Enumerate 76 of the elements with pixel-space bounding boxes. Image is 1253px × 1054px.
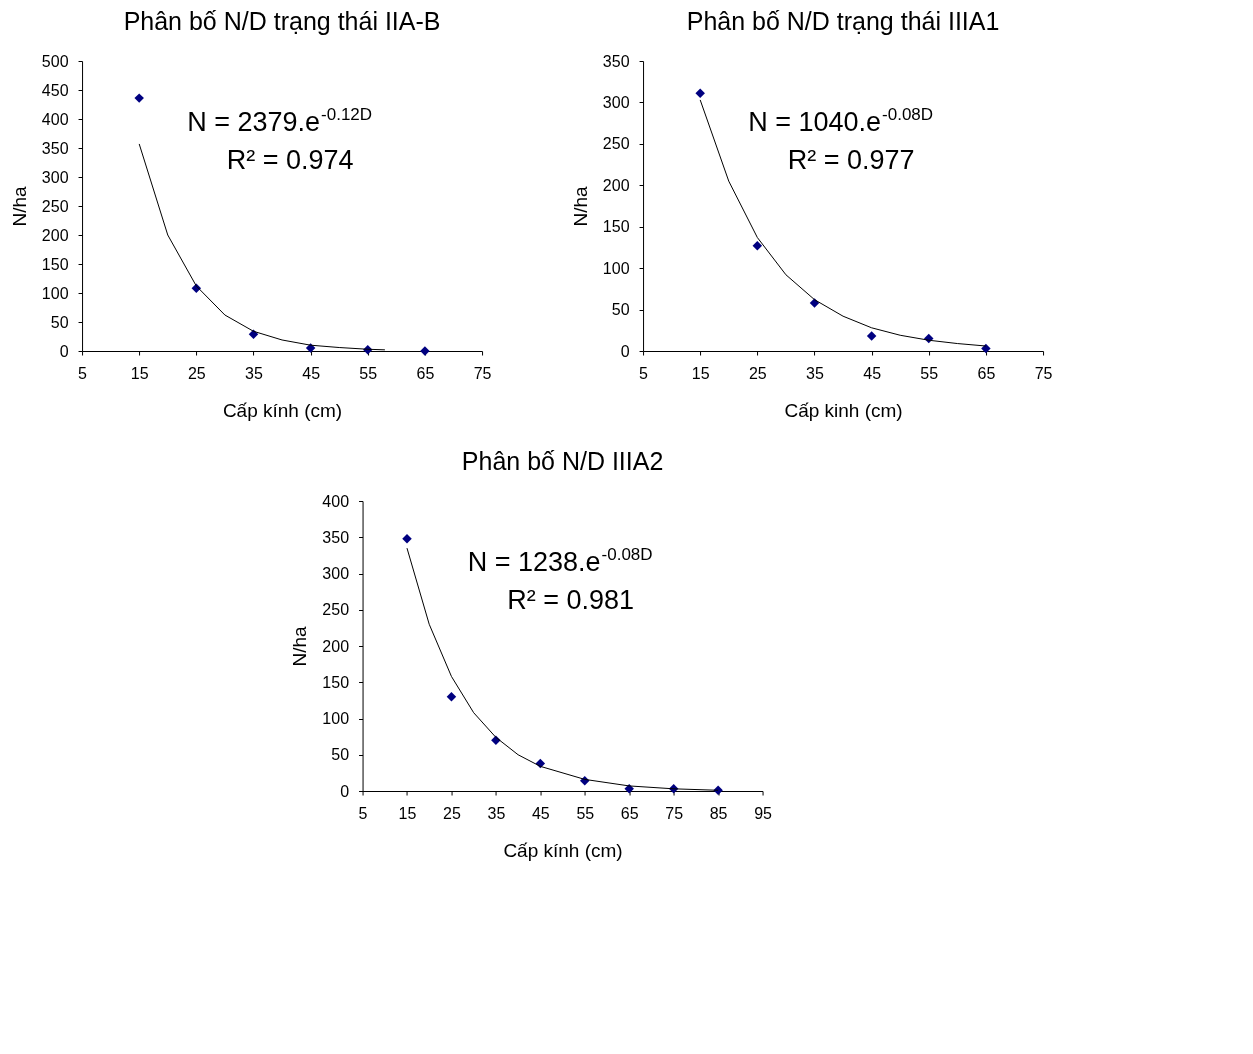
y-tick-label: 200	[41, 226, 69, 244]
y-tick-label: 100	[602, 259, 630, 277]
point	[134, 93, 144, 103]
chart-title: Phân bố N/D trạng thái IIA-B	[123, 7, 441, 35]
y-tick-label: 150	[41, 255, 69, 273]
x-tick-label: 15	[130, 364, 149, 382]
y-tick-label: 150	[602, 218, 630, 236]
y-tick-label: 0	[59, 342, 69, 360]
x-axis-title: Cấp kính (cm)	[503, 839, 623, 861]
x-tick-label: 15	[691, 364, 710, 382]
y-tick-label: 300	[322, 565, 350, 582]
annotation: R² = 0.974	[226, 145, 354, 175]
annotation: R² = 0.981	[507, 585, 634, 615]
x-axis-title: Cấp kinh (cm)	[784, 399, 903, 421]
y-axis-title: N/ha	[289, 626, 311, 667]
x-tick-label: 5	[358, 804, 368, 822]
y-tick-label: 350	[322, 528, 350, 546]
x-tick-label: 35	[245, 364, 263, 382]
x-tick-label: 5	[78, 364, 88, 382]
x-tick-label: 35	[487, 804, 506, 822]
y-tick-label: 0	[340, 782, 350, 800]
y-tick-label: 250	[41, 197, 69, 215]
x-tick-label: 25	[443, 804, 461, 822]
x-tick-label: 75	[1034, 364, 1053, 382]
point	[752, 241, 763, 251]
y-tick-label: 100	[322, 710, 350, 727]
x-tick-label: 55	[920, 364, 939, 382]
point	[713, 785, 723, 796]
point	[446, 692, 457, 702]
point	[420, 346, 430, 356]
x-tick-label: 15	[398, 804, 417, 822]
y-tick-label: 350	[41, 139, 69, 157]
y-tick-label: 50	[611, 301, 630, 319]
y-tick-label: 500	[41, 52, 69, 70]
x-tick-label: 75	[473, 364, 492, 382]
y-tick-label: 450	[41, 81, 69, 99]
point	[866, 331, 877, 341]
y-tick-label: 300	[602, 93, 630, 111]
y-tick-label: 400	[322, 492, 350, 510]
point	[981, 343, 991, 354]
x-tick-label: 45	[302, 364, 321, 382]
x-axis-title: Cấp kính (cm)	[222, 399, 343, 421]
x-tick-label: 35	[806, 364, 824, 382]
x-tick-label: 25	[748, 364, 767, 382]
x-tick-label: 65	[416, 364, 435, 382]
x-tick-label: 65	[977, 364, 996, 382]
x-tick-label: 45	[863, 364, 882, 382]
y-tick-label: 300	[41, 168, 69, 186]
chart-title: Phân bố N/D IIIA2	[461, 447, 664, 475]
x-tick-label: 45	[531, 804, 550, 822]
x-tick-label: 5	[639, 364, 649, 382]
y-tick-label: 250	[322, 601, 350, 619]
annotation: R² = 0.977	[787, 145, 915, 175]
y-tick-label: 100	[41, 284, 69, 302]
chart-title: Phân bố N/D trạng thái IIIA1	[686, 7, 1000, 35]
y-tick-label: 0	[620, 342, 630, 360]
y-tick-label: 350	[602, 52, 630, 70]
x-tick-label: 75	[665, 804, 684, 822]
y-tick-label: 400	[41, 110, 69, 128]
y-tick-label: 150	[322, 673, 350, 691]
y-axis-title: N/ha	[8, 186, 30, 227]
x-tick-label: 65	[620, 804, 639, 822]
y-tick-label: 50	[50, 313, 69, 331]
x-tick-label: 55	[359, 364, 378, 382]
point	[402, 533, 412, 544]
y-tick-label: 200	[322, 637, 350, 655]
x-tick-label: 95	[754, 804, 773, 822]
y-tick-label: 250	[602, 135, 630, 153]
point	[305, 343, 316, 353]
point	[695, 88, 705, 99]
x-tick-label: 55	[576, 804, 595, 822]
y-tick-label: 50	[331, 746, 350, 764]
x-tick-label: 85	[709, 804, 728, 822]
y-axis-title: N/ha	[569, 186, 591, 227]
y-tick-label: 200	[602, 176, 630, 194]
x-tick-label: 25	[187, 364, 206, 382]
